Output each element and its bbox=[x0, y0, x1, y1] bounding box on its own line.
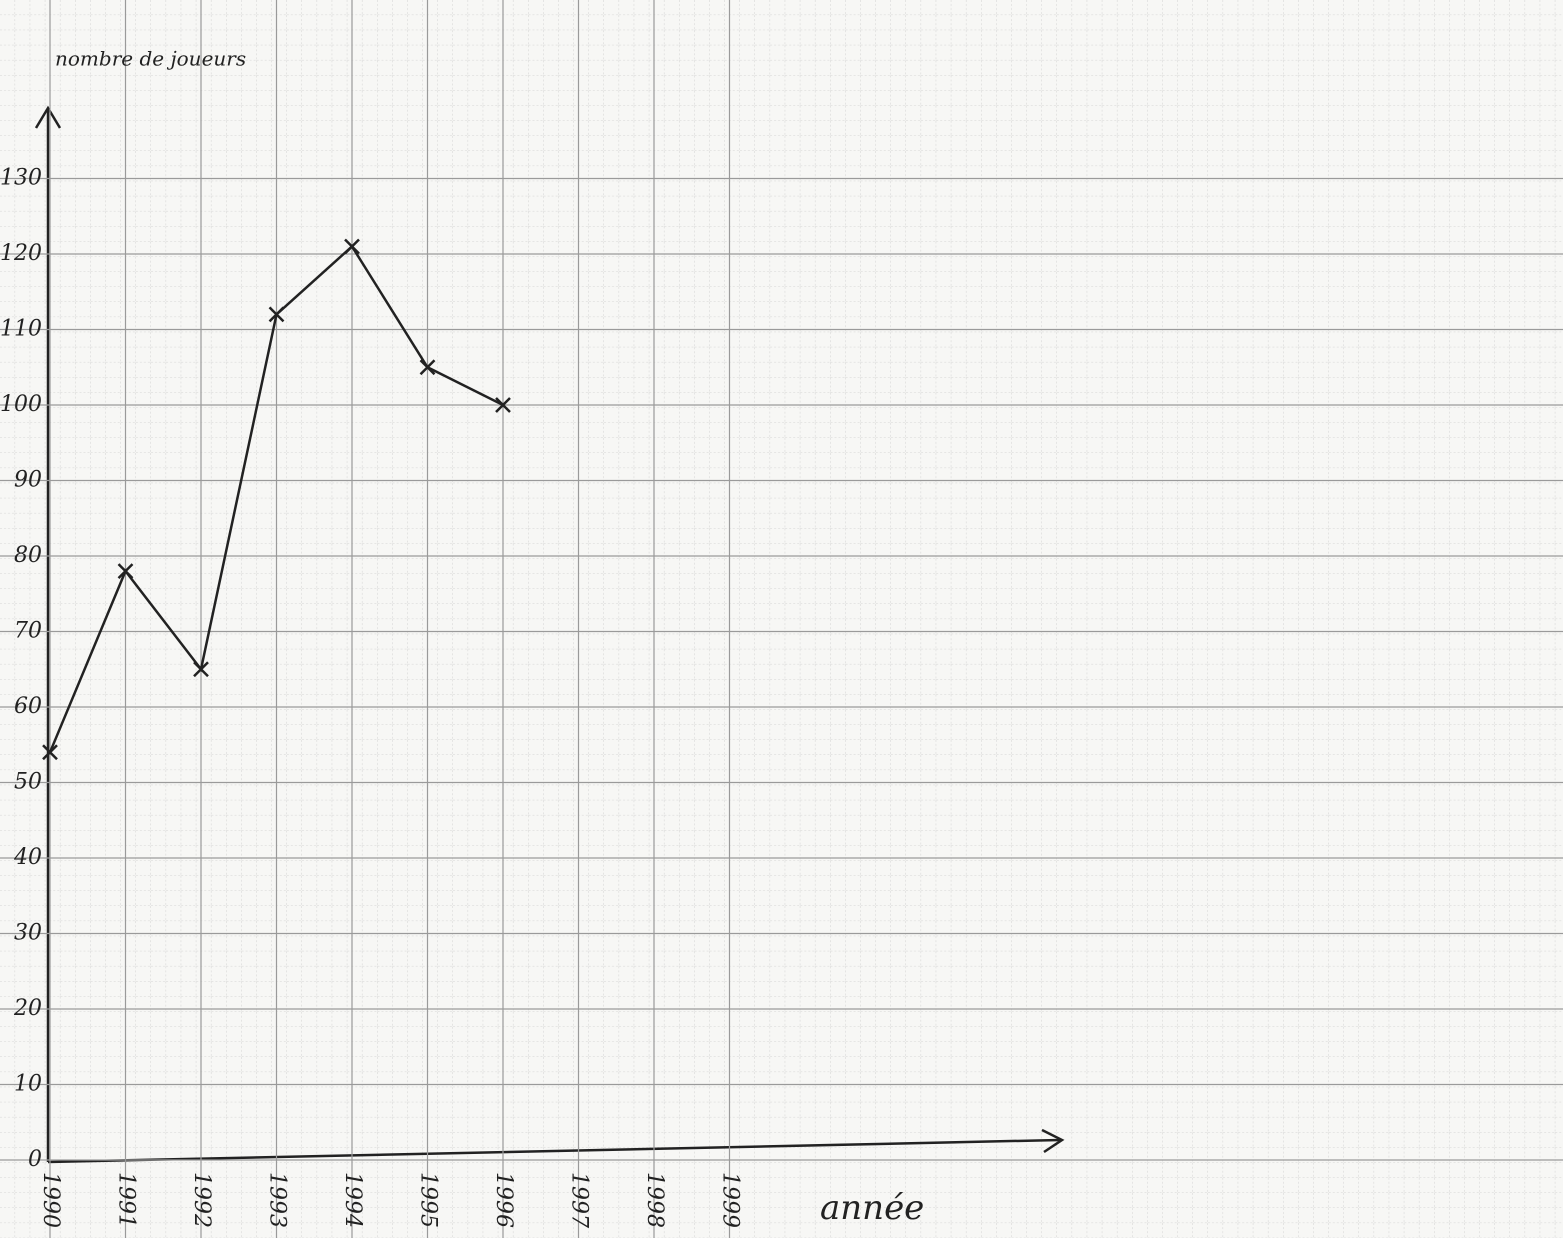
y-tick-label: 100 bbox=[0, 392, 42, 417]
y-tick-label: 30 bbox=[14, 921, 42, 946]
x-tick-label: 1990 bbox=[38, 1172, 63, 1228]
y-tick-label: 10 bbox=[14, 1072, 42, 1097]
x-axis-label: année bbox=[820, 1188, 924, 1228]
y-tick-label: 0 bbox=[28, 1147, 42, 1172]
y-axis-label: nombre de joueurs bbox=[55, 47, 246, 71]
x-tick-label: 1993 bbox=[265, 1172, 290, 1228]
y-tick-label: 60 bbox=[14, 694, 42, 719]
y-tick-label: 20 bbox=[13, 996, 42, 1021]
x-tick-label: 1997 bbox=[567, 1172, 592, 1228]
y-tick-label: 70 bbox=[14, 619, 42, 644]
x-tick-label: 1994 bbox=[340, 1172, 365, 1228]
y-tick-label: 130 bbox=[0, 166, 42, 191]
y-tick-label: 90 bbox=[14, 468, 42, 493]
x-tick-label: 1992 bbox=[189, 1172, 214, 1228]
x-tick-label: 1999 bbox=[718, 1172, 743, 1228]
graph-paper bbox=[0, 0, 1563, 1238]
y-tick-label: 50 bbox=[14, 770, 42, 795]
chart: 0 10 20 30 40 50 60 70 80 90 100 110 120 130 1990 1991 1… bbox=[0, 0, 1563, 1238]
y-tick-label: 110 bbox=[0, 317, 42, 342]
y-tick-label: 80 bbox=[14, 543, 42, 568]
x-tick-label: 1991 bbox=[114, 1172, 139, 1228]
y-tick-label: 40 bbox=[13, 845, 42, 870]
x-tick-label: 1995 bbox=[416, 1172, 441, 1228]
x-tick-label: 1998 bbox=[642, 1172, 667, 1228]
y-tick-label: 120 bbox=[0, 241, 42, 266]
x-tick-label: 1996 bbox=[491, 1172, 516, 1228]
